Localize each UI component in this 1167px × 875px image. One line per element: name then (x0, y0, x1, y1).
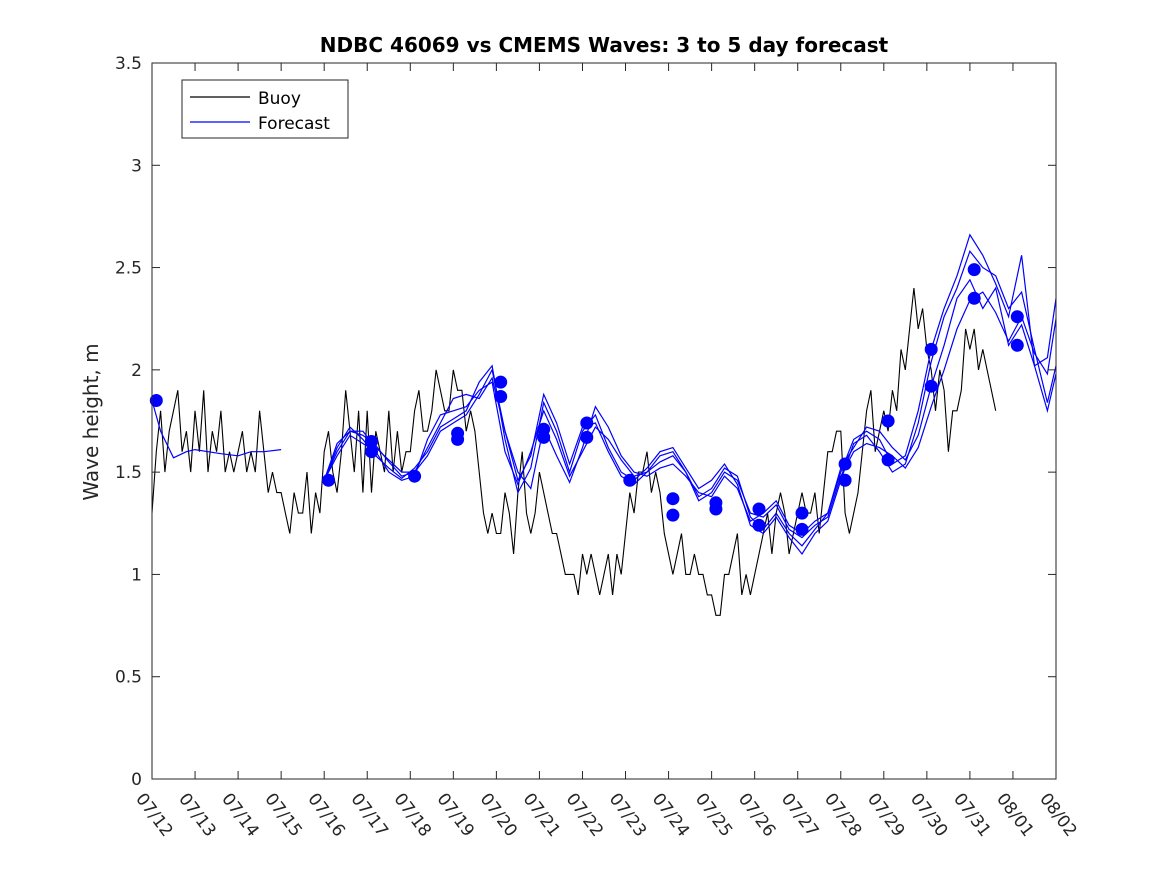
forecast-marker (881, 414, 895, 428)
forecast-marker (537, 422, 551, 436)
forecast-marker (709, 496, 723, 510)
plot-area: 00.511.522.533.507/1207/1307/1407/1507/1… (115, 54, 1081, 841)
forecast-marker (322, 473, 335, 487)
series-line-forecast-run-2 (323, 291, 1057, 539)
series-line-forecast-run-0 (151, 400, 282, 459)
y-tick-label: 1 (131, 565, 142, 585)
legend: Buoy Forecast (181, 79, 349, 139)
legend-box (181, 79, 349, 139)
forecast-marker (967, 263, 981, 277)
axes-frame (151, 62, 1057, 780)
legend-label-buoy: Buoy (258, 89, 301, 109)
y-tick-label: 2 (131, 361, 142, 381)
legend-label-forecast: Forecast (258, 114, 330, 134)
y-tick-label: 0.5 (115, 668, 142, 688)
forecast-marker (408, 469, 422, 483)
forecast-marker (752, 518, 766, 532)
y-tick-label: 0 (131, 770, 142, 790)
forecast-marker (924, 342, 938, 356)
forecast-marker (967, 291, 981, 305)
forecast-marker (795, 522, 809, 536)
forecast-marker (1010, 338, 1024, 352)
forecast-marker (365, 445, 378, 459)
forecast-marker (494, 375, 508, 389)
y-tick-label: 3.5 (115, 54, 142, 74)
forecast-marker (1010, 310, 1024, 324)
forecast-marker (580, 430, 594, 444)
forecast-marker (924, 379, 938, 393)
forecast-marker (838, 457, 852, 471)
y-axis-label: Wave height, m (79, 343, 103, 500)
forecast-marker (451, 426, 465, 440)
forecast-marker (494, 390, 508, 403)
forecast-marker (752, 502, 766, 516)
forecast-marker (623, 473, 637, 487)
forecast-marker (580, 416, 594, 430)
forecast-marker (666, 492, 680, 506)
forecast-marker (795, 506, 809, 520)
y-tick-label: 1.5 (115, 463, 142, 483)
series-line-forecast-run-3 (323, 249, 1057, 556)
chart-title: NDBC 46069 vs CMEMS Waves: 3 to 5 day fo… (320, 33, 889, 57)
y-tick-label: 3 (131, 156, 142, 176)
forecast-marker (666, 508, 680, 522)
y-tick-label: 2.5 (115, 259, 142, 279)
forecast-marker (838, 473, 852, 487)
series-line-buoy (151, 287, 997, 616)
forecast-marker (881, 453, 895, 467)
series-line-forecast-run-4 (323, 233, 1057, 547)
forecast-marker (149, 394, 163, 407)
forecast-marker (365, 435, 378, 448)
